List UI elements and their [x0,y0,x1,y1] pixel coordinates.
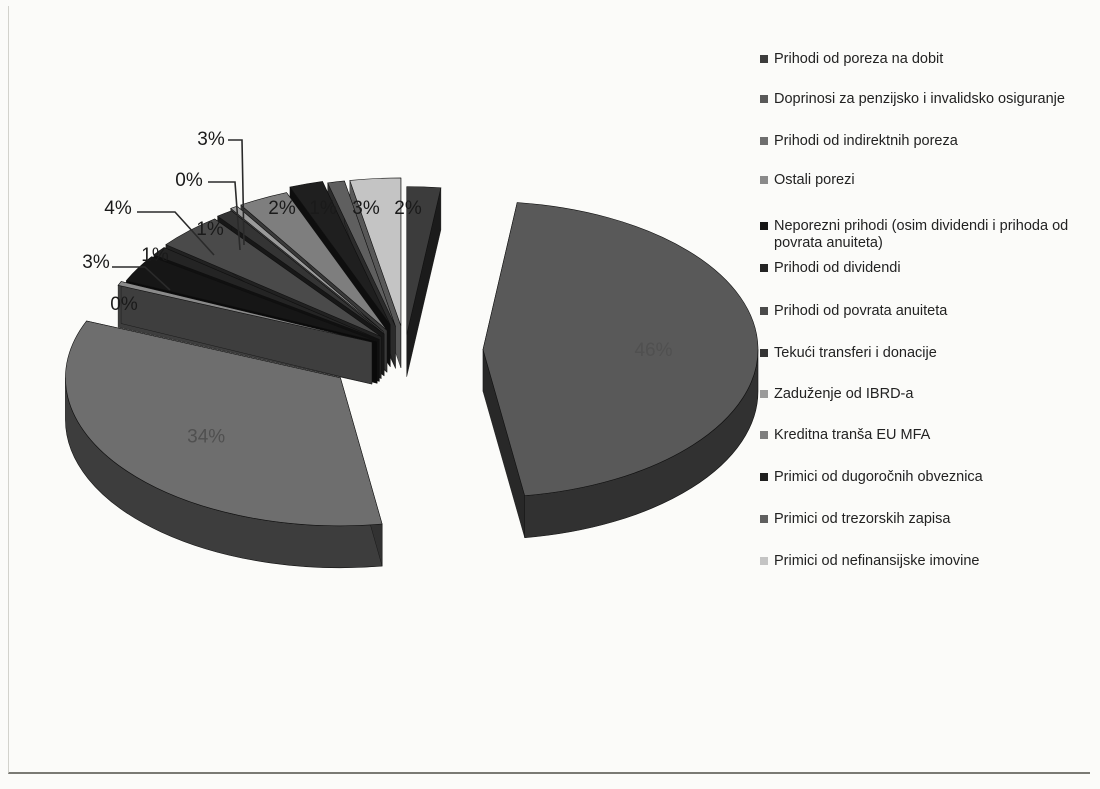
data-label-tekuci-transferi-i-donacije: 1% [196,219,224,240]
legend-item-primici-od-trezorskih-zapisa: Primici od trezorskih zapisa [760,511,1080,528]
legend-label-primici-od-nefinansijske-imovine: Primici od nefinansijske imovine [774,553,980,569]
legend-swatch-primici-od-trezorskih-zapisa [760,515,768,523]
data-label-primici-od-dugorocnih-obveznica: 2% [268,198,296,219]
data-label-prihodi-od-poreza-na-dobit: 2% [394,198,422,219]
pie-tops [65,177,759,527]
data-label-prihodi-od-indirektnih-poreza: 34% [187,426,225,447]
legend-swatch-primici-od-dugorocnih-obveznica [760,473,768,481]
pie-slice-primici-od-trezorskih-zapisa [327,180,396,327]
pie-labels: 2%46%34%0%3% 1%4%1%0%3%2% 1% 3% [82,129,672,447]
pie-slice-ostali-porezi [117,281,373,343]
legend-swatch-prihodi-od-povrata-anuiteta [760,307,768,315]
data-label-neporezni-prihodi-osim-dividendi-i-prihoda-od-povrata-anuiteta: 3% [82,252,110,273]
pie-slice-neporezni-prihodi-osim-dividendi-i-prihoda-od-povrata-anuiteta [125,256,378,342]
pie-slice-primici-od-dugorocnih-obveznica [289,181,391,326]
legend-swatch-doprinosi-za-penzijsko-i-invalidsko-osiguranje [760,95,768,103]
legend-label-doprinosi-za-penzijsko-i-invalidsko-osiguranje: Doprinosi za penzijsko i invalidsko osig… [774,91,1065,107]
legend-swatch-tekuci-transferi-i-donacije [760,349,768,357]
legend-swatch-prihodi-od-dividendi [760,264,768,272]
pie-slice-doprinosi-za-penzijsko-i-invalidsko-osiguranje [482,202,759,497]
legend-label-prihodi-od-povrata-anuiteta: Prihodi od povrata anuiteta [774,303,948,319]
data-label-doprinosi-za-penzijsko-i-invalidsko-osiguranje: 46% [634,340,672,361]
legend-label-primici-od-dugorocnih-obveznica: Primici od dugoročnih obveznica [774,469,983,485]
pie-slice-primici-od-nefinansijske-imovine [349,177,402,327]
pie-slice-prihodi-od-povrata-anuiteta [165,218,382,337]
legend-item-prihodi-od-poreza-na-dobit: Prihodi od poreza na dobit [760,51,1080,68]
legend-label-prihodi-od-indirektnih-poreza: Prihodi od indirektnih poreza [774,133,958,149]
legend-swatch-primici-od-nefinansijske-imovine [760,557,768,565]
pie-slice-kreditna-transa-eu-mfa [240,192,388,331]
legend-swatch-kreditna-transa-eu-mfa [760,431,768,439]
data-label-ostali-porezi: 0% [110,294,138,315]
legend-label-neporezni-prihodi-osim-dividendi-i-prihoda-od-povrata-anuiteta: Neporezni prihodi (osim dividendi i prih… [774,218,1069,251]
legend-label-kreditna-transa-eu-mfa: Kreditna tranša EU MFA [774,427,931,443]
legend-item-primici-od-nefinansijske-imovine: Primici od nefinansijske imovine [760,553,1080,570]
data-label-prihodi-od-povrata-anuiteta: 4% [104,198,132,219]
legend-item-doprinosi-za-penzijsko-i-invalidsko-osiguranje: Doprinosi za penzijsko i invalidsko osig… [760,91,1080,108]
data-label-primici-od-trezorskih-zapisa: 1% [309,198,337,219]
pie-slice-prihodi-od-poreza-na-dobit [406,186,442,335]
legend-swatch-prihodi-od-indirektnih-poreza [760,137,768,145]
leader-line-kreditna-transa-eu-mfa [228,139,245,246]
pie-slice-tekuci-transferi-i-donacije [216,210,385,335]
data-label-prihodi-od-dividendi: 1% [141,245,169,266]
legend-label-ostali-porezi: Ostali porezi [774,172,855,188]
pie-slice-prihodi-od-indirektnih-poreza [65,320,383,527]
legend-label-zaduzenje-od-ibrd-a: Zaduženje od IBRD-a [774,386,914,402]
legend-label-tekuci-transferi-i-donacije: Tekući transferi i donacije [774,345,937,361]
legend-item-prihodi-od-indirektnih-poreza: Prihodi od indirektnih poreza [760,133,1080,150]
leader-line-prihodi-od-povrata-anuiteta [137,211,215,256]
legend-item-neporezni-prihodi-osim-dividendi-i-prihoda-od-povrata-anuiteta: Neporezni prihodi (osim dividendi i prih… [760,218,1080,252]
pie-slice-prihodi-od-dividendi [153,247,380,340]
leader-line-zaduzenje-od-ibrd-a [208,181,241,251]
legend-swatch-zaduzenje-od-ibrd-a [760,390,768,398]
data-label-primici-od-nefinansijske-imovine: 3% [352,198,380,219]
data-label-zaduzenje-od-ibrd-a: 0% [175,170,203,191]
legend-item-kreditna-transa-eu-mfa: Kreditna tranša EU MFA [760,427,1080,444]
legend-item-ostali-porezi: Ostali porezi [760,172,1080,189]
legend-item-tekuci-transferi-i-donacije: Tekući transferi i donacije [760,345,1080,362]
legend-swatch-ostali-porezi [760,176,768,184]
legend-label-prihodi-od-poreza-na-dobit: Prihodi od poreza na dobit [774,51,944,67]
legend-label-primici-od-trezorskih-zapisa: Primici od trezorskih zapisa [774,511,951,527]
legend-item-primici-od-dugorocnih-obveznica: Primici od dugoročnih obveznica [760,469,1080,486]
data-label-kreditna-transa-eu-mfa: 3% [197,129,225,150]
legend-item-zaduzenje-od-ibrd-a: Zaduženje od IBRD-a [760,386,1080,403]
leader-line-neporezni-prihodi-osim-dividendi-i-prihoda-od-povrata-anuiteta [112,266,171,291]
legend-label-prihodi-od-dividendi: Prihodi od dividendi [774,260,901,276]
legend-swatch-neporezni-prihodi-osim-dividendi-i-prihoda-od-povrata-anuiteta [760,222,768,230]
legend-item-prihodi-od-povrata-anuiteta: Prihodi od povrata anuiteta [760,303,1080,320]
legend-item-prihodi-od-dividendi: Prihodi od dividendi [760,260,1080,277]
legend-swatch-prihodi-od-poreza-na-dobit [760,55,768,63]
